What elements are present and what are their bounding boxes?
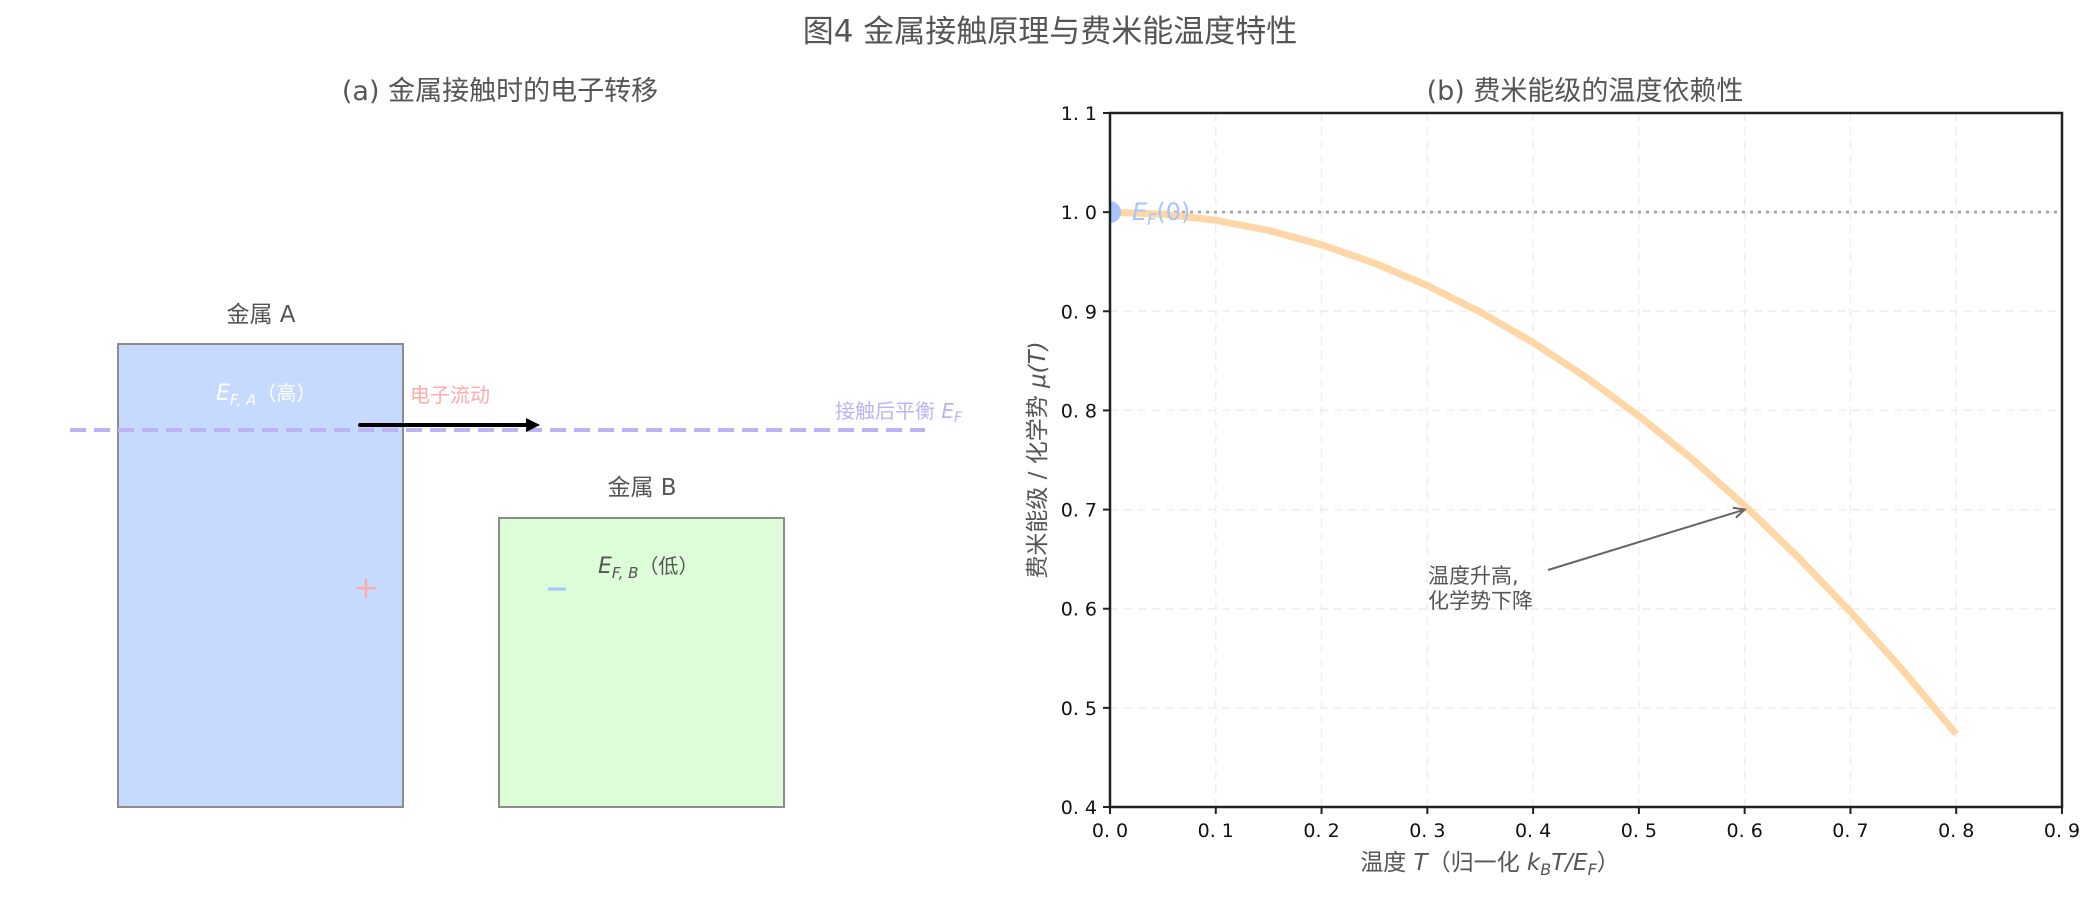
x-axis-label: 温度 T（归一化 kBT/EF） [1360,850,1620,879]
positive-charge-icon: + [353,571,378,606]
x-tick-label: 0. 6 [1727,820,1763,842]
x-tick-label: 0. 5 [1621,820,1657,842]
x-tick-label: 0. 4 [1515,820,1551,842]
metal-a-box [117,343,404,808]
metal-a-label: 金属 A [226,302,295,328]
arrow-head-icon [526,418,540,432]
ef0-marker [1110,201,1121,224]
annotation-line-1: 温度升高, [1428,564,1519,588]
x-tick-label: 0. 9 [2044,820,2080,842]
x-tick-label: 0. 1 [1198,820,1234,842]
y-tick-label: 0. 4 [1061,797,1097,819]
ef0-label: EF(0) [1132,198,1190,229]
chart-ticks: 0. 0 0. 1 0. 2 0. 3 0. 4 0. 5 0. 6 0. 7 0. 8 0. 9… [1061,103,2080,842]
y-tick-label: 0. 8 [1061,400,1097,422]
y-tick-label: 0. 9 [1061,301,1097,323]
y-tick-label: 0. 6 [1061,599,1097,621]
panel-a: (a) 金属接触时的电子转移 金属 A EF, A（高） + 金属 B EF, … [70,76,963,808]
x-tick-label: 0. 2 [1303,820,1339,842]
x-tick-label: 0. 3 [1409,820,1445,842]
annotation-arrow-head-icon [1732,506,1747,519]
chart-grid [1109,112,2063,808]
y-tick-label: 0. 7 [1061,500,1097,522]
y-axis-label: 费米能级 / 化学势 μ(T) [1025,341,1051,578]
figure-title: 图4 金属接触原理与费米能温度特性 [803,14,1298,50]
electron-flow-label: 电子流动 [410,383,490,407]
annotation-line-2: 化学势下降 [1428,589,1533,613]
metal-b-box [498,517,785,808]
x-tick-label: 0. 8 [1938,820,1974,842]
panel-a-title: (a) 金属接触时的电子转移 [342,76,658,107]
metal-b-ef-label: EF, B（低） [598,554,698,582]
metal-b-label: 金属 B [607,475,676,501]
plot-frame [1108,111,2064,809]
chemical-potential-curve [1109,208,1959,737]
x-tick-label: 0. 7 [1832,820,1868,842]
y-tick-label: 1. 0 [1061,202,1097,224]
annotation-arrow [1547,508,1745,571]
metal-a-ef-label: EF, A（高） [216,381,316,409]
x-tick-label: 0. 0 [1092,820,1128,842]
panel-b-title: (b) 费米能级的温度依赖性 [1427,76,1744,107]
y-tick-label: 0. 5 [1061,698,1097,720]
equilibrium-label: 接触后平衡 EF [835,399,963,426]
y-tick-label: 1. 1 [1061,103,1097,125]
